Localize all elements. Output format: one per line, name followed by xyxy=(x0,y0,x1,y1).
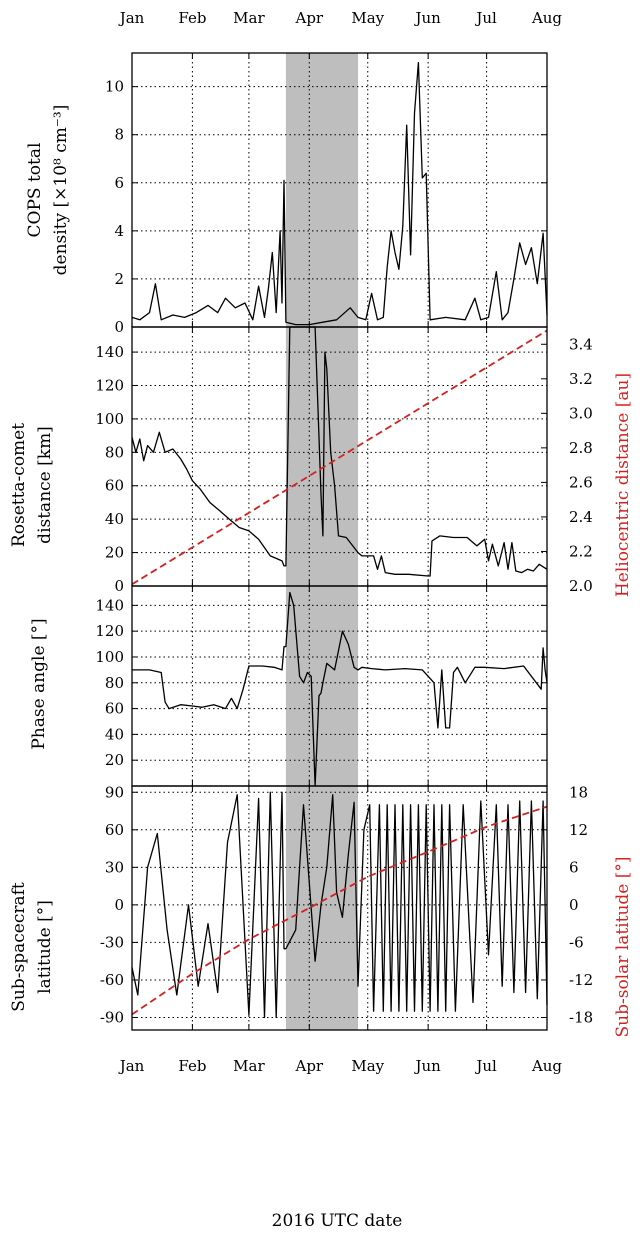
y2-tick-label: 2.2 xyxy=(569,542,593,560)
y-tick-label: 100 xyxy=(95,648,124,666)
y-tick-label: 60 xyxy=(105,821,124,839)
panel-3-ylabel-line2: Phase angle [°] xyxy=(29,618,49,749)
y-tick-label: 60 xyxy=(105,477,124,495)
y-tick-label: 100 xyxy=(95,410,124,428)
y-tick-label: 0 xyxy=(114,318,124,336)
panel-2-series-2 xyxy=(131,329,548,586)
y-tick-label: 140 xyxy=(95,596,124,614)
month-label-top-feb: Feb xyxy=(178,9,206,27)
month-label-bottom-jan: Jan xyxy=(118,1057,145,1075)
y2-tick-label: 2.8 xyxy=(569,439,593,457)
y-tick-label: -30 xyxy=(100,933,124,951)
month-label-top-mar: Mar xyxy=(233,9,265,27)
month-label-bottom-aug: Aug xyxy=(531,1057,562,1075)
y2-tick-label: -12 xyxy=(569,971,593,989)
y-tick-label: -90 xyxy=(100,1008,124,1026)
month-label-bottom-mar: Mar xyxy=(233,1057,265,1075)
month-label-top-jul: Jul xyxy=(474,9,497,27)
y2-tick-label: 2.6 xyxy=(569,473,593,491)
shaded-interval xyxy=(285,53,359,1030)
y-tick-label: 80 xyxy=(105,674,124,692)
y2-tick-label: 6 xyxy=(569,858,579,876)
y2-tick-label: 3.2 xyxy=(569,370,593,388)
panel-3: 20 40 60 80 100 120 140 xyxy=(95,585,548,787)
y2-tick-label: 0 xyxy=(569,896,579,914)
y-tick-label: 6 xyxy=(114,174,124,192)
panel-4-frame xyxy=(131,785,548,1031)
y-tick-label: 20 xyxy=(105,544,124,562)
x-axis-title: 2016 UTC date xyxy=(272,1211,403,1231)
y2-tick-label: 2.0 xyxy=(569,577,593,595)
y-tick-label: 0 xyxy=(114,577,124,595)
panel-1-ylabel-line1: COPS total xyxy=(25,143,45,238)
month-label-top-aug: Aug xyxy=(531,9,562,27)
month-label-bottom-jul: Jul xyxy=(474,1057,497,1075)
month-label-bottom-jun: Jun xyxy=(413,1057,441,1075)
y-tick-label: 20 xyxy=(105,751,124,769)
panel-4-series-1 xyxy=(131,791,548,1019)
y-tick-label: 4 xyxy=(114,222,124,240)
panel-2-ylabel-line2: distance [km] xyxy=(35,426,55,544)
month-label-top-apr: Apr xyxy=(294,9,323,27)
y2-tick-label: 2.4 xyxy=(569,508,593,526)
month-label-bottom-may: May xyxy=(351,1057,384,1075)
y-tick-label: 30 xyxy=(105,858,124,876)
y-tick-label: 140 xyxy=(95,343,124,361)
y2-tick-label: 3.0 xyxy=(569,404,593,422)
panel-2-y2label: Heliocentric distance [au] xyxy=(613,373,633,597)
y-tick-label: 60 xyxy=(105,700,124,718)
y-tick-label: 0 xyxy=(114,896,124,914)
y2-tick-label: 12 xyxy=(569,821,588,839)
y2-tick-label: 3.4 xyxy=(569,335,593,353)
panel-4-y2label: Sub-solar latitude [°] xyxy=(613,856,633,1037)
y-tick-label: 2 xyxy=(114,270,124,288)
panel-4-ylabel-line2: latitude [°] xyxy=(35,900,55,994)
month-label-bottom-feb: Feb xyxy=(178,1057,206,1075)
y-tick-label: 90 xyxy=(105,783,124,801)
y2-tick-label: 18 xyxy=(569,783,588,801)
y-tick-label: 40 xyxy=(105,510,124,528)
panel-4-series-2 xyxy=(131,805,548,1016)
y-tick-label: 80 xyxy=(105,443,124,461)
month-label-bottom-apr: Apr xyxy=(294,1057,323,1075)
panel-3-series-1 xyxy=(132,591,548,787)
y2-tick-label: -6 xyxy=(569,933,584,951)
panel-2-series-1 xyxy=(131,326,548,577)
y2-tick-label: -18 xyxy=(569,1008,593,1026)
y-tick-label: 120 xyxy=(95,622,124,640)
month-label-top-jun: Jun xyxy=(413,9,441,27)
panel-4-ylabel-line1: Sub-spacecraft xyxy=(9,882,29,1012)
panel-2-ylabel-line1: Rosetta-comet xyxy=(9,423,29,547)
panel-1-series-1 xyxy=(131,61,548,326)
y-tick-label: 40 xyxy=(105,725,124,743)
y-tick-label: -60 xyxy=(100,971,124,989)
y-tick-label: 8 xyxy=(114,126,124,144)
y-tick-label: 120 xyxy=(95,376,124,394)
month-label-top-may: May xyxy=(351,9,384,27)
month-label-top-jan: Jan xyxy=(118,9,145,27)
panel-1-ylabel-line2: density [×10⁸ cm⁻³] xyxy=(51,105,71,276)
y-tick-label: 10 xyxy=(105,78,124,96)
